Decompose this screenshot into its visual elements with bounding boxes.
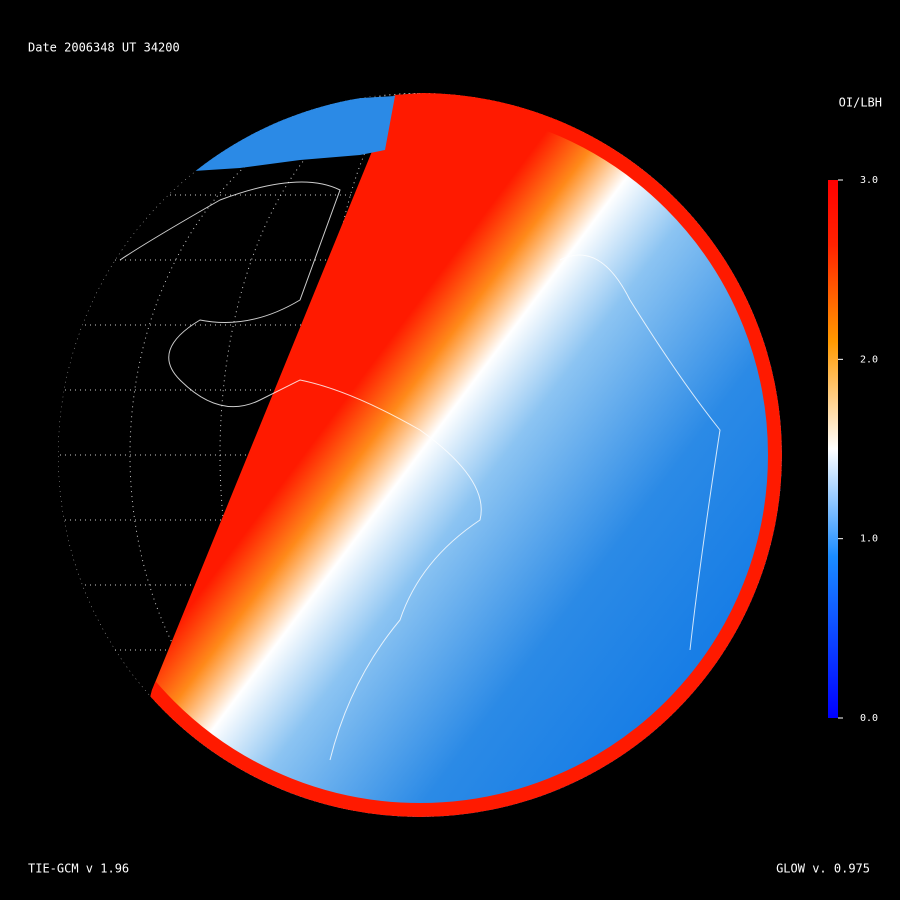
dayside bbox=[100, 93, 782, 817]
coastlines bbox=[119, 181, 721, 761]
date-label: Date 2006348 UT 34200 bbox=[28, 41, 180, 55]
model-label: TIE-GCM v 1.96 bbox=[28, 862, 129, 876]
colorbar-tick-label: 0.0 bbox=[860, 713, 878, 724]
colorbar-title: OI/LBH bbox=[839, 96, 882, 110]
colorbar-tick-label: 1.0 bbox=[860, 534, 878, 545]
glow-label: GLOW v. 0.975 bbox=[776, 862, 870, 876]
colorbar-tick-label: 2.0 bbox=[860, 354, 878, 365]
colorbar bbox=[828, 180, 838, 718]
polar-cap bbox=[178, 96, 395, 172]
globe bbox=[58, 93, 782, 817]
colorbar-tick-label: 3.0 bbox=[860, 175, 878, 186]
